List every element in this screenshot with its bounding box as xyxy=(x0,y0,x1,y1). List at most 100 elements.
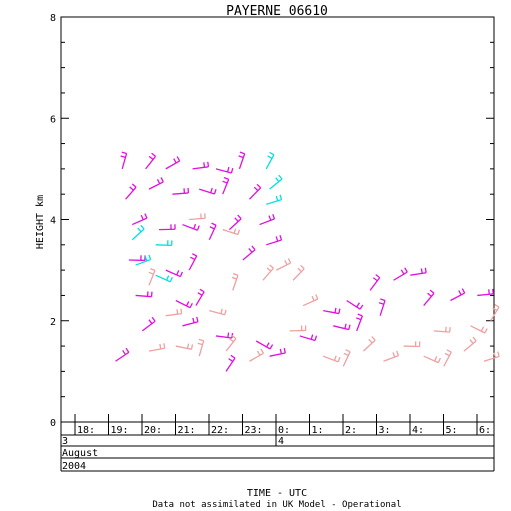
wind-barb xyxy=(369,274,381,291)
wind-barbs xyxy=(115,151,500,372)
wind-barb xyxy=(249,348,264,362)
x-tick-label: 5: xyxy=(446,425,458,436)
y-axis-title: HEIGHT km xyxy=(35,195,46,249)
wind-barb xyxy=(292,264,305,281)
wind-barb xyxy=(342,349,351,367)
day-next-label: 4 xyxy=(278,436,284,447)
wind-barb xyxy=(125,183,137,200)
wind-barb xyxy=(145,152,157,170)
y-tick-label: 2 xyxy=(50,317,56,328)
y-axis: 0 2 4 6 8 xyxy=(50,13,494,429)
wind-barb xyxy=(135,291,153,298)
wind-barb xyxy=(483,351,500,362)
wind-barb xyxy=(115,347,130,362)
wind-barb xyxy=(238,151,246,170)
wind-barb xyxy=(228,214,242,231)
wind-barb xyxy=(393,267,408,281)
wind-barb xyxy=(197,338,205,357)
x-tick-label: 22: xyxy=(211,425,229,436)
x-axis-title: TIME - UTC xyxy=(247,488,307,499)
wind-barb xyxy=(356,313,363,332)
x-tick-label: 18: xyxy=(77,425,95,436)
wind-barb xyxy=(155,240,173,247)
y-tick-label: 6 xyxy=(50,114,56,125)
x-tick-label: 23: xyxy=(245,425,263,436)
wind-barb xyxy=(443,349,452,367)
day-start-label: 3 xyxy=(62,436,68,447)
wind-barb xyxy=(222,176,230,195)
wind-barb xyxy=(182,223,200,231)
wind-barb xyxy=(231,273,239,291)
year-label: 2004 xyxy=(62,461,86,472)
wind-barb xyxy=(463,336,477,352)
wind-barb xyxy=(195,288,205,306)
x-tick-label: 3: xyxy=(379,425,391,436)
wind-barb xyxy=(346,299,364,310)
y-tick-label: 8 xyxy=(50,13,56,24)
wind-barb xyxy=(262,264,274,281)
x-tick-label: 0: xyxy=(278,425,290,436)
wind-barb xyxy=(378,298,386,316)
x-tick-label: 6: xyxy=(479,425,491,436)
wind-barb xyxy=(333,323,351,331)
wind-barb xyxy=(165,156,181,170)
wind-barb xyxy=(383,350,400,362)
wind-barb xyxy=(423,289,435,306)
wind-barb xyxy=(299,334,318,342)
plot-frame xyxy=(60,16,495,423)
wind-barb xyxy=(131,213,148,226)
wind-barb xyxy=(249,183,262,200)
time-axis-table: 18: 19: 20: 21: 22: 23: 0: 1: 2: 3: 4: 5: 6: 3 4 Aug… xyxy=(60,414,495,472)
wind-barb xyxy=(159,224,176,231)
x-axis: 18: 19: 20: 21: 22: 23: 0: 1: 2: 3: 4: 5: 6: xyxy=(74,414,491,436)
x-tick-label: 21: xyxy=(178,425,196,436)
x-tick-label: 20: xyxy=(144,425,162,436)
month-label: August xyxy=(62,448,98,459)
wind-barb xyxy=(266,194,283,205)
wind-barb xyxy=(182,316,199,327)
wind-barb xyxy=(302,294,319,307)
wind-barb xyxy=(209,308,227,316)
wind-barb xyxy=(490,303,500,322)
wind-barb xyxy=(128,255,146,262)
wind-barb xyxy=(215,332,234,339)
wind-barb xyxy=(135,254,152,266)
wind-barb xyxy=(477,288,494,297)
wind-barb xyxy=(141,316,156,332)
wind-barb xyxy=(266,234,283,246)
wind-barb xyxy=(265,151,275,170)
wind-barb xyxy=(410,267,427,276)
wind-barb xyxy=(172,187,190,195)
wind-barb xyxy=(259,214,276,226)
wind-barb xyxy=(175,299,193,309)
wind-barb xyxy=(148,268,156,286)
y-tick-label: 4 xyxy=(50,216,56,227)
wind-barb xyxy=(208,222,217,241)
wind-barb xyxy=(470,325,488,334)
wind-barb xyxy=(165,308,183,317)
wind-barb xyxy=(165,269,184,278)
wind-barb xyxy=(222,228,241,236)
wind-barb xyxy=(255,340,274,350)
wind-barb xyxy=(289,325,307,332)
wind-barb xyxy=(276,258,292,271)
wind-barb xyxy=(403,341,421,348)
x-tick-label: 19: xyxy=(111,425,129,436)
wind-barb xyxy=(188,253,198,271)
wind-barb xyxy=(323,307,341,315)
wind-barb xyxy=(199,187,217,195)
wind-barb xyxy=(269,174,283,190)
chart-title: PAYERNE 06610 xyxy=(226,4,328,19)
wind-barb xyxy=(148,177,164,190)
wind-barb xyxy=(269,347,286,357)
x-tick-label: 1: xyxy=(312,425,324,436)
wind-barb xyxy=(189,213,206,221)
wind-barb xyxy=(433,326,451,333)
wind-barb xyxy=(225,334,237,352)
wind-barb xyxy=(362,336,376,352)
wind-barb xyxy=(322,355,341,363)
wind-barb xyxy=(175,343,194,350)
footnote: Data not assimilated in UK Model - Opera… xyxy=(152,500,401,510)
wind-barb xyxy=(192,161,210,170)
